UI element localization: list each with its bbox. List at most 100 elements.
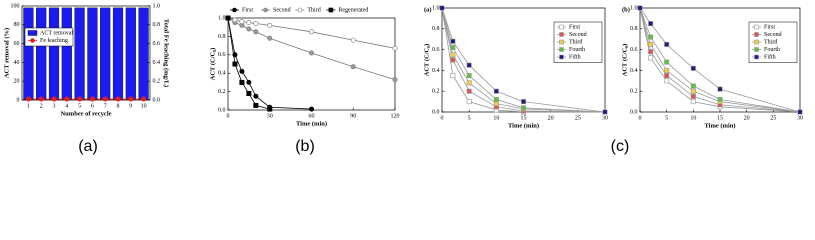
marker [493,88,499,94]
legend-item: Fe leaching [28,38,68,44]
y-tick-label: 0.2 [432,89,440,95]
marker [102,96,108,102]
x-axis-label: Time (min) [296,120,327,127]
marker [717,86,723,92]
marker [690,88,696,94]
marker [77,96,83,102]
y-tick-label: 80 [14,22,20,28]
bar [100,7,111,101]
y-tick-label: 0.0 [630,109,638,115]
x-tick-label: 5 [78,103,81,109]
marker [520,105,526,111]
x-tick-label: 6 [91,103,94,109]
marker [350,37,356,43]
x-tick-label: 0 [639,115,642,121]
marker [450,73,456,79]
legend-item: Second [261,7,291,13]
x-tick-label: 1 [27,103,30,109]
x-tick-label: 7 [104,103,107,109]
marker [466,80,472,86]
x-tick-label: 30 [797,115,803,121]
marker [690,99,696,105]
marker [246,20,252,26]
marker [267,106,273,112]
marker [648,21,654,27]
y2-tick-label: 0.8 [153,22,161,28]
marker [450,52,456,58]
marker [559,39,564,45]
y-tick-label: 0.4 [432,68,440,74]
series-line [441,7,606,113]
y2-tick-label: 0.6 [153,41,161,47]
series-line [227,17,312,110]
marker [128,96,134,102]
marker [754,47,759,52]
marker [690,93,696,99]
marker [246,90,252,96]
x-tick-label: 0 [227,113,230,119]
marker [439,5,445,11]
x-tick-label: 25 [575,115,581,121]
x-tick-label: 10 [141,103,147,109]
plot-frame [21,5,151,101]
legend-label: Regenerated [338,7,368,13]
marker [559,47,564,52]
x-tick-label: 5 [468,115,471,121]
x-tick-label: 60 [309,113,315,119]
x-tick-label: 20 [744,115,750,121]
bar [74,7,85,101]
x-tick-label: 8 [117,103,120,109]
legend-label: Fe leaching [40,38,68,44]
y-tick-label: 0.2 [218,89,226,95]
marker [493,97,499,103]
marker [754,24,759,30]
legend-label: Fourth [764,47,780,53]
marker [450,45,456,51]
marker [664,78,670,84]
y-tick-label: 60 [14,41,20,47]
y2-tick-label: 1.0 [153,3,161,9]
legend-item: Third [557,39,582,45]
marker [232,7,237,13]
marker [297,7,303,13]
legend-item: First [752,24,775,30]
bar [23,7,34,101]
y-tick-label: 0.0 [432,109,440,115]
marker [225,15,231,21]
legend-label: Second [569,32,587,38]
marker [466,62,472,68]
marker [392,45,398,51]
legend-item: Second [752,32,782,38]
legend-item: Fourth [557,47,585,53]
y-tick-label: 0.8 [218,34,226,40]
marker [466,73,472,79]
marker [664,73,670,79]
series-line [441,7,606,113]
marker [253,93,259,99]
x-tick-label: 30 [267,113,273,119]
marker [267,35,273,41]
marker [115,96,121,102]
marker [559,32,564,37]
marker [239,79,245,85]
marker [239,19,245,25]
x-tick-label: 20 [548,115,554,121]
y-tick-label: 20 [14,79,20,85]
marker [51,96,57,102]
marker [664,41,670,47]
marker [493,101,499,107]
marker [754,32,759,37]
y-axis-label: ACT removal (%) [3,28,10,78]
y2-tick-label: 0.2 [153,79,161,85]
x-axis-label: Number of recycle [60,110,111,117]
legend-label: ACT removal [40,30,73,36]
legend-label: Third [764,39,777,45]
panel-label: (a) [424,6,432,13]
series-line [227,17,396,81]
x-tick-label: 90 [350,113,356,119]
marker [64,96,70,102]
legend-item: Fifth [752,53,776,60]
x-axis-label: Time (min) [508,122,539,129]
x-tick-label: 0 [441,115,444,121]
marker [797,109,803,115]
